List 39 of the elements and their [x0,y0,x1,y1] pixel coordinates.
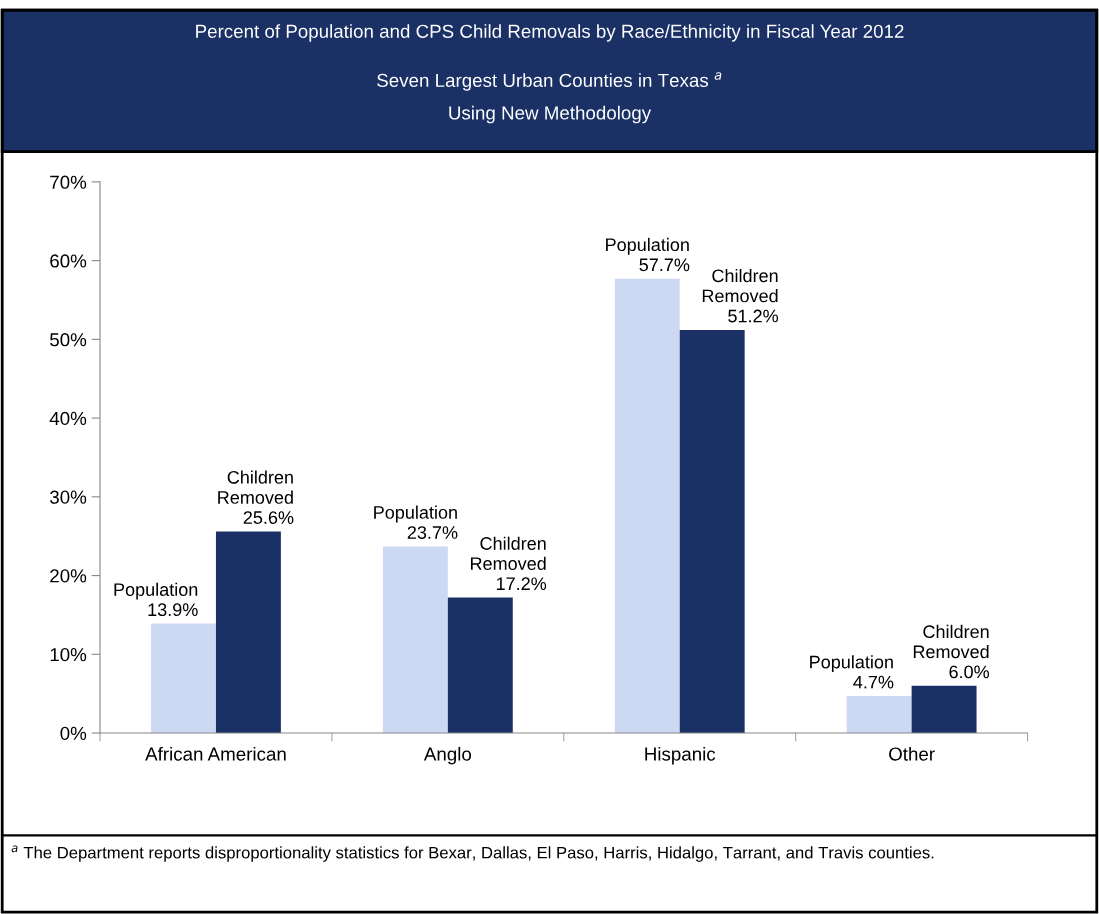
x-tick-label: Anglo [423,746,472,765]
data-label: 6.0% [949,665,990,679]
y-tick-label: 0% [60,726,87,741]
y-tick-label: 20% [50,569,87,583]
data-label: 13.9% [148,603,198,617]
x-tick-label: Other [889,746,935,761]
y-tick-label: 60% [50,254,87,268]
data-label: 17.2% [496,577,547,591]
x-tick-label: Hispanic [645,746,716,765]
text: Population [606,237,689,255]
data-label: 25.6% [243,511,294,524]
text: Children Removed [702,268,778,303]
bar [679,329,745,734]
text: $^{a}$ The Department reports disproportionality statistics for Bexar, Dallas, El Paso, Harris, Hidalgo, Tarrant, and Travis counties. [11,845,934,862]
y-tick-label: 70% [50,175,87,189]
bar [151,623,216,734]
data-label: 57.7% [639,258,690,272]
data-label: 51.2% [728,309,779,323]
text: Children Removed [218,470,293,504]
y-tick-label: 10% [50,647,87,662]
text: Population [374,505,457,523]
x-tick-label: African American [145,746,286,761]
data-label: 4.7% [853,675,894,689]
text: Children Removed [913,624,989,659]
text: Population [114,582,198,600]
bar [846,696,912,734]
bar [382,546,448,734]
text: Seven Largest Urban Counties in Texas $^{a}$ Using New Methodology [377,72,722,124]
bar [614,278,680,734]
y-tick-label: 50% [50,333,87,347]
series-label: Children Removed [470,536,546,570]
data-label: 23.7% [407,526,458,539]
bar [215,531,281,734]
y-tick-label: 30% [50,490,87,504]
series-label: Population [810,655,893,672]
chart-title: Percent of Population and CPS Child Removals by Race/Ethnicity in Fiscal Year 2012 [196,24,904,42]
y-tick-label: 40% [49,411,87,426]
bar [911,685,977,734]
bar [447,597,513,734]
